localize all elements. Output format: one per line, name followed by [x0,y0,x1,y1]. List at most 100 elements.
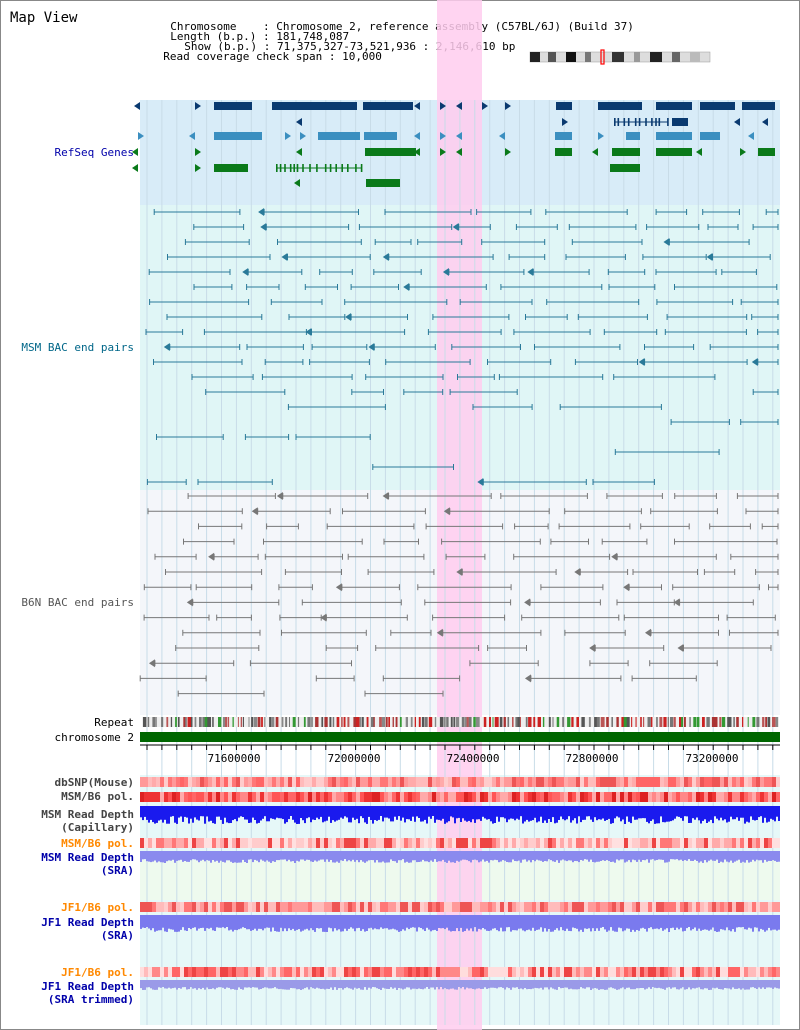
depth-bar [462,806,464,819]
depth-bar [240,980,242,989]
repeat-element [289,717,290,727]
heat-cell [196,792,200,802]
heat-cell [436,777,440,787]
depth-bar [616,851,618,860]
depth-bar [178,806,180,818]
heat-cell [196,777,200,787]
heat-cell [392,792,396,802]
heat-cell [764,902,768,912]
heat-cell [156,967,160,977]
depth-bar [540,915,542,928]
depth-bar [694,851,696,860]
heat-cell [696,967,700,977]
heat-cell [220,838,224,848]
heat-cell [316,902,320,912]
depth-bar [754,851,756,862]
depth-bar [644,851,646,861]
depth-bar [196,851,198,861]
depth-bar [278,806,280,819]
depth-bar [466,915,468,929]
heat-cell [220,902,224,912]
heat-cell [696,792,700,802]
depth-bar [712,915,714,928]
heat-cell [464,902,468,912]
heat-cell [660,838,664,848]
heat-cell [440,967,444,977]
repeat-element [606,717,609,727]
depth-bar [708,806,710,822]
msm-bac-pairs[interactable] [145,208,779,486]
depth-bar [242,851,244,860]
heat-cell [724,792,728,802]
b6n-bac-pairs[interactable] [139,492,779,697]
depth-bar [510,806,512,819]
repeat-track[interactable] [143,717,779,727]
depth-bar [578,806,580,817]
depth-bar [588,851,590,862]
depth-bar [752,980,754,988]
heat-cell [268,967,272,977]
depth-bar [628,915,630,929]
depth-bar [168,915,170,929]
bac-pair-arrow [524,674,531,683]
heat-cell [384,777,388,787]
depth-bar [556,851,558,861]
heat-cell [164,792,168,802]
track-label-refseq[interactable]: RefSeq Genes [54,146,134,159]
heat-cell [736,838,740,848]
chromosome-ideogram[interactable] [529,49,711,65]
depth-bar [420,980,422,989]
heat-cell [768,777,772,787]
depth-bar [440,915,442,929]
heat-cell [288,902,292,912]
heat-cell [248,838,252,848]
heat-tracks[interactable] [140,777,780,990]
depth-bar [478,915,480,929]
depth-bar [220,915,222,928]
heat-cell [368,838,372,848]
gene-arrow [456,132,462,140]
depth-bar [150,980,152,989]
heat-cell [312,838,316,848]
depth-bar [508,806,510,820]
heat-cell [464,838,468,848]
depth-bar [172,980,174,989]
heat-cell [584,792,588,802]
depth-bar [174,851,176,863]
heat-cell [272,838,276,848]
repeat-element [476,717,479,727]
depth-bar [552,851,554,862]
depth-bar [680,915,682,928]
heat-cell [416,967,420,977]
heat-cell [572,967,576,977]
depth-bar [430,851,432,861]
track-label-b6n-bac[interactable]: B6N BAC end pairs [21,596,134,609]
depth-bar [600,806,602,820]
heat-cell [616,967,620,977]
depth-bar [322,915,324,932]
depth-bar [702,806,704,821]
depth-bar [590,806,592,820]
depth-bar [254,851,256,860]
heat-cell [224,792,228,802]
repeat-element [170,717,173,727]
depth-bar [766,980,768,988]
depth-bar [470,806,472,823]
bac-pair-arrow [443,507,450,516]
heat-cell [536,838,540,848]
depth-bar [710,806,712,820]
depth-bar [436,851,438,862]
track-label-msm-bac[interactable]: MSM BAC end pairs [21,341,134,354]
heat-cell [320,902,324,912]
depth-bar [184,851,186,861]
depth-bar [250,980,252,988]
depth-bar [268,806,270,822]
chromosome-bar[interactable] [140,732,780,742]
depth-bar [514,806,516,821]
refseq-genes[interactable] [132,102,775,187]
depth-bar [506,915,508,928]
depth-bar [748,806,750,823]
heat-cell [168,838,172,848]
repeat-element [492,717,494,727]
